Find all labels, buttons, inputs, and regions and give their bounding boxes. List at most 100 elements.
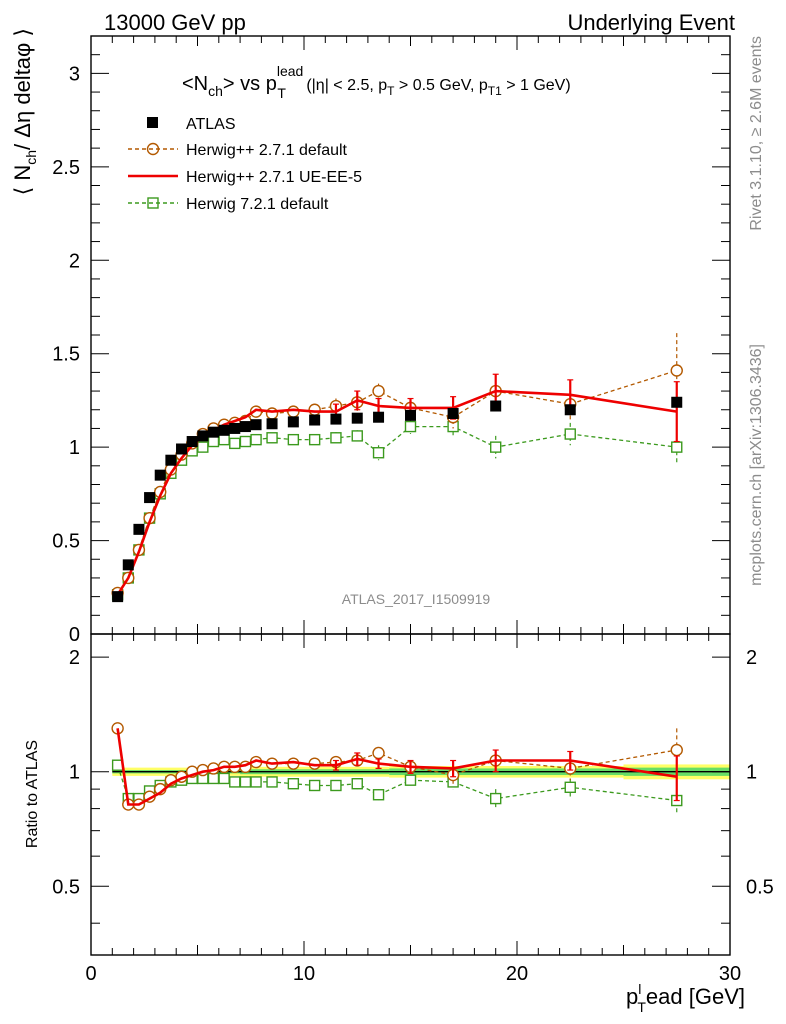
ratio-y-tick-label-left: 0.5: [52, 876, 80, 898]
main-herwig271-default-marker: [670, 364, 683, 377]
main-y-tick-label: 2.5: [52, 157, 80, 179]
main-herwig721-default-marker: [197, 441, 209, 453]
main-atlas-data-point: [266, 418, 278, 430]
main-herwig271-default-line: [117, 369, 677, 594]
legend-label-herwig721-default: Herwig 7.2.1 default: [186, 196, 329, 213]
header-right: Underlying Event: [567, 10, 735, 35]
main-y-tick-label: 2: [69, 250, 80, 272]
header-left: 13000 GeV pp: [104, 10, 246, 35]
main-atlas-data-point: [330, 413, 342, 425]
main-herwig721-default-marker: [229, 437, 241, 450]
ratio-herwig721-default-marker: [404, 774, 417, 786]
legend-label-herwig271-default: Herwig++ 2.7.1 default: [186, 142, 348, 159]
ratio-herwig721-default-marker: [218, 772, 230, 785]
ratio-herwig721-default-marker: [239, 776, 252, 788]
ratio-herwig721-default-marker: [564, 781, 576, 793]
main-herwig271-default-marker: [372, 384, 385, 398]
ratio-herwig721-default-marker: [372, 789, 385, 801]
main-herwig721-default-marker: [372, 447, 385, 459]
main-herwig721-default-marker: [287, 433, 300, 446]
main-y-tick-label: 1.5: [52, 344, 80, 366]
main-atlas-data-point: [229, 422, 241, 434]
ratio-y-tick-label-right: 2: [746, 647, 757, 669]
main-herwig271-ueee5-line: [116, 389, 678, 596]
ratio-herwig721-default-marker: [330, 779, 342, 792]
legend-label-herwig271-ueee5: Herwig++ 2.7.1 UE-EE-5: [186, 169, 362, 186]
main-atlas-data-point: [351, 412, 363, 424]
x-tick-label: 20: [506, 963, 528, 985]
main-y-tick-label: 0.5: [52, 531, 80, 553]
main-atlas-data-point: [239, 421, 251, 433]
main-herwig721-default-marker: [490, 441, 502, 453]
ratio-y-tick-label-left: 1: [69, 762, 80, 784]
rivet-version-label: Rivet 3.1.10, ≥ 2.6M events: [748, 36, 765, 231]
main-y-tick-label: 1: [69, 437, 80, 459]
main-atlas-data-point: [112, 591, 124, 603]
ratio-herwig721-default-marker: [266, 776, 278, 788]
ratio-herwig721-default-marker: [229, 776, 241, 788]
legend-label-atlas: ATLAS: [186, 116, 236, 133]
main-herwig721-default-marker: [351, 430, 363, 442]
main-atlas-data-point: [133, 523, 145, 535]
ratio-plot-frame: [90, 633, 731, 956]
legend-marker-herwig721-default: [147, 197, 159, 209]
legend-marker-herwig271-default: [146, 142, 160, 156]
main-atlas-data-point: [122, 559, 134, 571]
main-atlas-data-point: [405, 409, 416, 421]
main-herwig271-default-marker: [308, 403, 321, 416]
main-panel: 0 0.5 1 1.5 2 2.5 3: [52, 35, 731, 646]
main-herwig721-default-marker: [564, 428, 576, 440]
main-atlas-data-point: [186, 436, 198, 448]
ratio-herwig721-default-marker: [308, 779, 321, 792]
ratio-herwig721-default-marker: [250, 776, 262, 788]
x-tick-label: 0: [85, 963, 96, 985]
ratio-y-tick-label-left: 2: [69, 647, 80, 669]
main-herwig721-default-marker: [250, 433, 262, 446]
main-herwig271-default-marker: [287, 405, 300, 418]
main-atlas-data-point: [197, 430, 209, 442]
main-herwig721-default-marker: [266, 432, 278, 444]
ratio-herwig721-default-marker: [490, 792, 502, 805]
main-atlas-data-point: [144, 492, 156, 504]
ratio-y-tick-label-right: 1: [746, 762, 757, 784]
main-herwig721-default-marker: [308, 433, 321, 446]
ratio-herwig271-default-marker: [372, 746, 385, 760]
main-atlas-data-point: [287, 416, 299, 428]
main-herwig721-default-marker: [218, 433, 230, 446]
mcplots-label: mcplots.cern.ch [arXiv:1306.3436]: [748, 344, 765, 586]
main-atlas-data-point: [564, 404, 576, 416]
ratio-herwig721-default-marker: [207, 772, 220, 785]
main-atlas-data-point: [671, 396, 683, 408]
ratio-herwig271-default-marker: [670, 743, 683, 757]
main-y-axis-label: ⟨ Nch/ Δη deltaφ ⟩: [10, 28, 39, 195]
main-herwig721-default-marker: [207, 435, 220, 448]
main-plot-title: <Nch> vs plead T (|η| < 2.5, pT > 0.5 GeV…: [182, 63, 571, 101]
main-atlas-data-point: [447, 407, 459, 419]
main-atlas-data-point: [176, 443, 188, 455]
main-y-tick-label: 3: [69, 63, 80, 85]
ratio-herwig721-default-marker: [351, 778, 363, 790]
main-atlas-data-point: [250, 419, 262, 431]
main-atlas-data-point: [490, 400, 502, 412]
ratio-y-axis-label: Ratio to ATLAS: [24, 740, 41, 848]
main-atlas-data-point: [154, 469, 166, 481]
main-y-tick-label: 0: [69, 624, 80, 646]
main-herwig721-default-marker: [330, 432, 342, 444]
x-tick-label: 30: [719, 963, 741, 985]
main-herwig721-default-marker: [404, 420, 417, 433]
legend: ATLAS Herwig++ 2.7.1 default Herwig++ 2.…: [128, 116, 362, 213]
main-atlas-data-point: [207, 426, 219, 438]
ratio-y-tick-label-right: 0.5: [746, 876, 774, 898]
x-tick-label: 10: [293, 963, 315, 985]
main-herwig721-default-marker: [671, 441, 683, 453]
ratio-panel: 0 10 20 30 0.5 0.5 1 1 2 2: [52, 633, 774, 985]
main-herwig721-default-marker: [239, 435, 252, 448]
legend-marker-atlas: [147, 117, 158, 128]
analysis-watermark: ATLAS_2017_I1509919: [342, 591, 491, 607]
main-atlas-data-point: [309, 414, 321, 426]
main-herwig271-default-marker: [265, 407, 279, 420]
ratio-herwig721-default-marker: [287, 778, 300, 790]
main-atlas-data-point: [373, 411, 385, 423]
main-atlas-data-point: [165, 454, 177, 466]
